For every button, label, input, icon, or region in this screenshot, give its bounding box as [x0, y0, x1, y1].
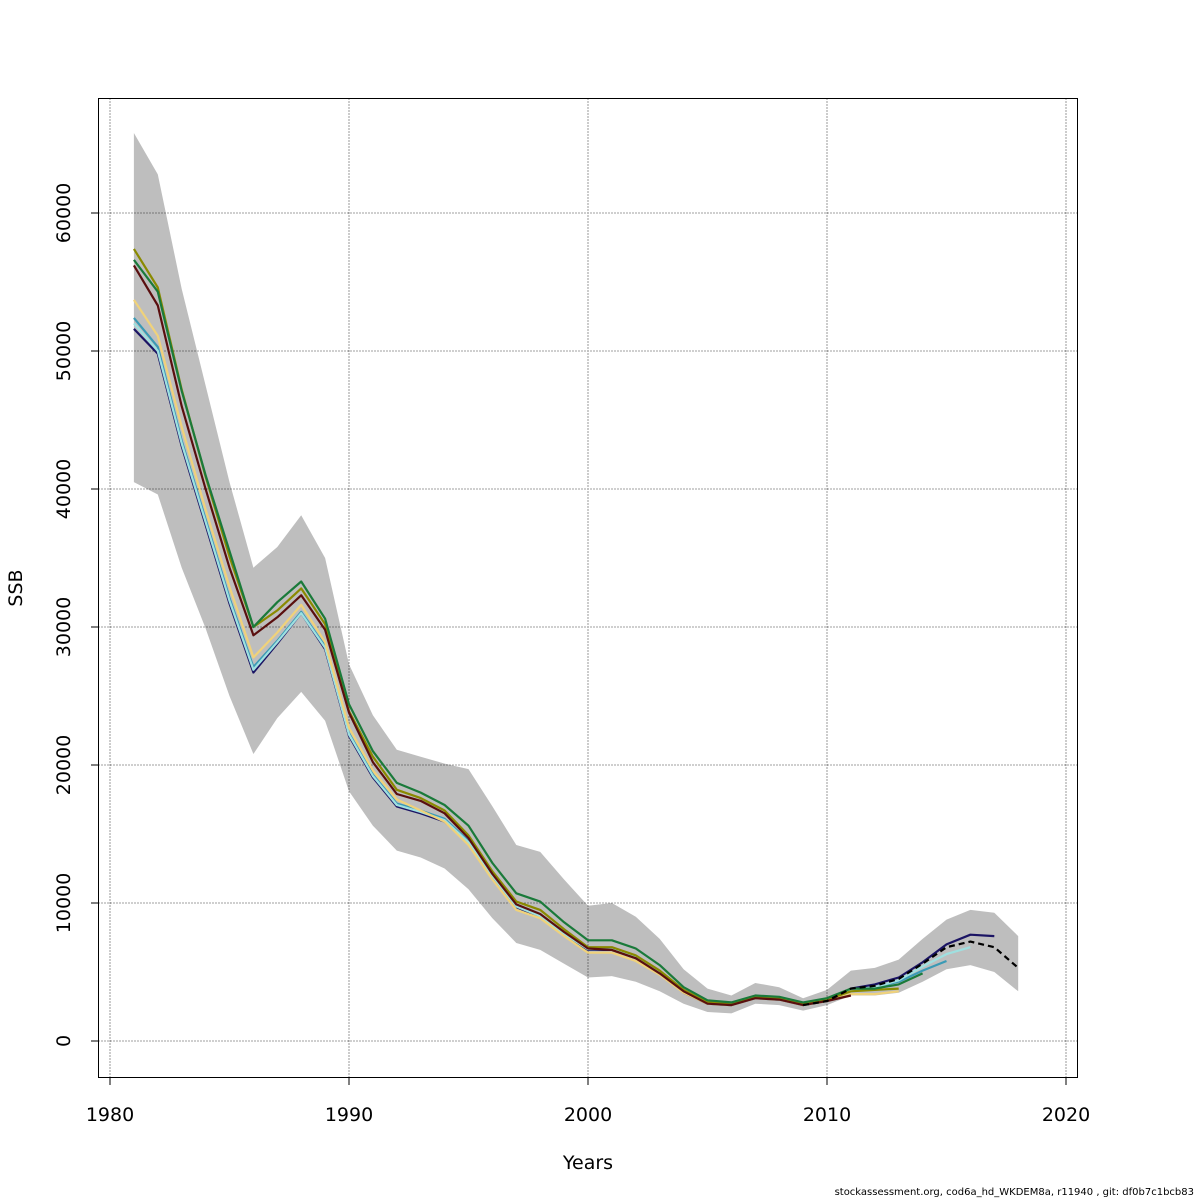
series-layer	[132, 248, 1019, 1007]
x-tick-label: 1990	[325, 1104, 373, 1126]
x-tick-label: 2010	[803, 1104, 851, 1126]
y-tick-label: 0	[53, 1035, 75, 1047]
series-line-6	[133, 259, 924, 1004]
series-line-7	[132, 264, 852, 1007]
x-tick-label: 1980	[86, 1104, 134, 1126]
x-tick-label: 2000	[564, 1104, 612, 1126]
y-tick-label: 10000	[53, 873, 75, 933]
footer-credit: stockassessment.org, cod6a_hd_WKDEM8a, r…	[834, 1187, 1194, 1198]
y-tick-label: 20000	[53, 735, 75, 795]
series-line-5	[132, 248, 899, 1005]
series-line-8	[802, 940, 1019, 1007]
confidence-band	[133, 133, 1019, 1014]
y-tick-label: 50000	[53, 321, 75, 381]
confidence-band-layer	[133, 133, 1019, 1014]
y-tick-label: 60000	[53, 183, 75, 243]
y-tick-label: 30000	[53, 597, 75, 657]
grid-layer	[98, 98, 1078, 1078]
x-tick-label: 2020	[1042, 1104, 1090, 1126]
axis-layer: 1980 1990 2000 2010 2020 0 10000 20000 30000 4000…	[53, 183, 1090, 1126]
y-tick-label: 40000	[53, 459, 75, 519]
x-axis-label: Years	[562, 1152, 613, 1174]
y-axis-label: SSB	[5, 569, 27, 606]
